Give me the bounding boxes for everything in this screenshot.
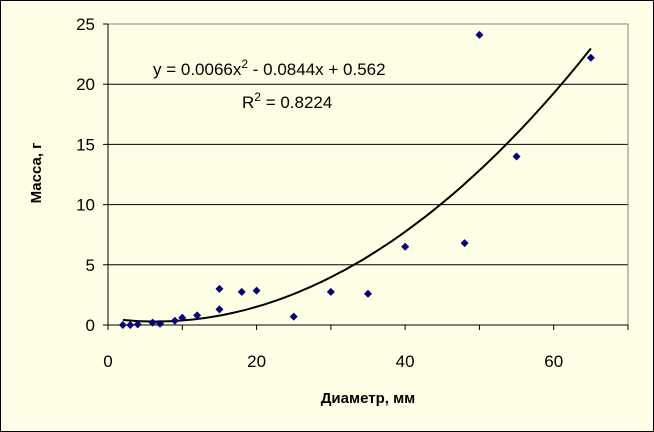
data-point — [156, 319, 164, 328]
data-points — [118, 30, 595, 329]
x-tick-label: 0 — [103, 352, 112, 371]
data-point — [193, 311, 202, 320]
y-tick-label: 20 — [76, 75, 95, 94]
data-point — [215, 305, 224, 314]
x-tick-labels: 0 20 40 60 — [103, 352, 563, 371]
data-point — [118, 321, 127, 329]
y-tick-label: 25 — [76, 15, 95, 34]
x-tick-label: 20 — [247, 352, 266, 371]
y-tick-label: 10 — [76, 196, 95, 215]
data-point — [133, 320, 142, 329]
trendline — [122, 47, 592, 323]
data-point — [170, 316, 179, 325]
data-point — [178, 313, 187, 322]
data-point — [252, 286, 261, 295]
x-tick-label: 40 — [396, 352, 415, 371]
y-tick-label: 0 — [86, 316, 95, 335]
data-point — [401, 242, 410, 251]
data-point — [215, 284, 224, 293]
data-point — [126, 321, 135, 329]
y-tick-label: 15 — [76, 135, 95, 154]
x-tick-label: 60 — [544, 352, 563, 371]
data-point — [148, 318, 157, 327]
data-point — [586, 53, 595, 62]
trend-r-squared: R2 = 0.8224 — [242, 90, 332, 112]
data-point — [460, 239, 469, 248]
trend-equation: y = 0.0066x2 - 0.0844x + 0.562 — [153, 57, 386, 79]
axes — [103, 23, 629, 330]
y-tick-labels: 0 5 10 15 20 25 — [76, 15, 95, 335]
data-point — [326, 287, 335, 296]
data-point — [237, 287, 246, 296]
data-point — [289, 312, 298, 321]
data-point — [364, 289, 372, 298]
data-point — [512, 152, 521, 161]
y-tick-label: 5 — [86, 256, 95, 275]
x-axis-title: Диаметр, мм — [321, 390, 416, 407]
data-point — [475, 30, 484, 39]
y-axis-title: Масса, г — [28, 143, 45, 204]
